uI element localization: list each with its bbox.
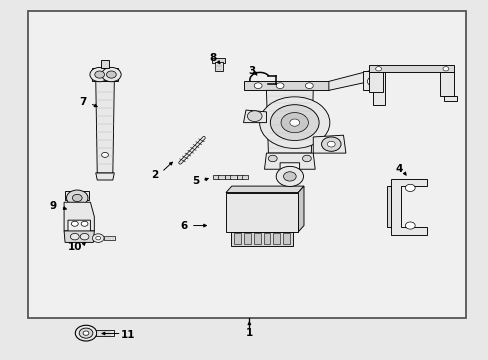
Text: 11: 11 bbox=[121, 330, 136, 340]
FancyBboxPatch shape bbox=[103, 236, 115, 240]
Circle shape bbox=[66, 190, 88, 206]
Circle shape bbox=[276, 166, 303, 186]
Circle shape bbox=[75, 325, 97, 341]
Polygon shape bbox=[243, 81, 328, 90]
FancyBboxPatch shape bbox=[241, 175, 248, 179]
FancyBboxPatch shape bbox=[234, 233, 241, 244]
Text: 3: 3 bbox=[248, 66, 255, 76]
Polygon shape bbox=[368, 65, 453, 72]
FancyBboxPatch shape bbox=[96, 330, 114, 336]
Circle shape bbox=[83, 331, 89, 335]
Polygon shape bbox=[298, 186, 304, 232]
Polygon shape bbox=[65, 192, 73, 201]
Circle shape bbox=[259, 97, 329, 148]
Circle shape bbox=[95, 71, 104, 78]
Circle shape bbox=[405, 184, 414, 192]
Text: 8: 8 bbox=[209, 53, 216, 63]
Circle shape bbox=[283, 172, 296, 181]
Circle shape bbox=[321, 137, 340, 151]
Circle shape bbox=[90, 67, 109, 82]
Text: 9: 9 bbox=[50, 201, 57, 211]
Polygon shape bbox=[64, 231, 94, 242]
FancyBboxPatch shape bbox=[224, 175, 230, 179]
Circle shape bbox=[81, 221, 88, 226]
Circle shape bbox=[71, 221, 78, 226]
FancyBboxPatch shape bbox=[212, 58, 224, 63]
Polygon shape bbox=[101, 60, 109, 68]
Text: 2: 2 bbox=[150, 170, 158, 180]
Circle shape bbox=[270, 105, 319, 140]
Circle shape bbox=[102, 67, 121, 82]
Circle shape bbox=[375, 67, 381, 71]
FancyBboxPatch shape bbox=[263, 233, 270, 244]
Text: 1: 1 bbox=[245, 328, 252, 338]
Circle shape bbox=[254, 83, 262, 89]
Circle shape bbox=[247, 111, 262, 122]
Text: 10: 10 bbox=[68, 242, 82, 252]
Polygon shape bbox=[96, 173, 114, 180]
FancyBboxPatch shape bbox=[213, 175, 219, 179]
FancyBboxPatch shape bbox=[273, 233, 280, 244]
Polygon shape bbox=[243, 110, 266, 123]
Circle shape bbox=[72, 194, 82, 202]
Polygon shape bbox=[444, 96, 456, 101]
Circle shape bbox=[327, 141, 334, 147]
Circle shape bbox=[289, 119, 299, 126]
Circle shape bbox=[276, 83, 284, 89]
Text: 5: 5 bbox=[192, 176, 199, 186]
Polygon shape bbox=[362, 71, 384, 105]
Circle shape bbox=[268, 155, 277, 162]
Polygon shape bbox=[82, 192, 89, 201]
Text: 7: 7 bbox=[79, 97, 86, 107]
FancyBboxPatch shape bbox=[218, 175, 224, 179]
Circle shape bbox=[102, 152, 108, 157]
Polygon shape bbox=[92, 68, 118, 81]
Circle shape bbox=[92, 234, 104, 242]
Polygon shape bbox=[225, 193, 298, 232]
Circle shape bbox=[305, 83, 313, 89]
FancyBboxPatch shape bbox=[283, 233, 289, 244]
FancyBboxPatch shape bbox=[236, 175, 242, 179]
Circle shape bbox=[80, 233, 89, 240]
Polygon shape bbox=[27, 12, 466, 318]
Polygon shape bbox=[313, 135, 345, 153]
Circle shape bbox=[366, 77, 379, 86]
Polygon shape bbox=[266, 90, 313, 153]
Circle shape bbox=[405, 222, 414, 229]
Polygon shape bbox=[368, 72, 383, 92]
Polygon shape bbox=[264, 153, 315, 169]
Circle shape bbox=[302, 155, 311, 162]
Polygon shape bbox=[225, 186, 304, 193]
FancyBboxPatch shape bbox=[244, 233, 250, 244]
Circle shape bbox=[106, 71, 116, 78]
Polygon shape bbox=[64, 202, 94, 231]
Polygon shape bbox=[386, 186, 390, 227]
FancyBboxPatch shape bbox=[253, 233, 260, 244]
Circle shape bbox=[96, 236, 101, 240]
FancyBboxPatch shape bbox=[229, 175, 236, 179]
Circle shape bbox=[281, 113, 308, 133]
Circle shape bbox=[442, 67, 448, 71]
Polygon shape bbox=[96, 81, 114, 173]
FancyBboxPatch shape bbox=[214, 62, 222, 71]
Polygon shape bbox=[328, 71, 369, 90]
Text: 4: 4 bbox=[395, 164, 403, 174]
Circle shape bbox=[79, 328, 93, 338]
Polygon shape bbox=[230, 232, 293, 246]
Polygon shape bbox=[390, 179, 427, 234]
Polygon shape bbox=[439, 72, 453, 96]
Circle shape bbox=[70, 233, 79, 240]
Text: 6: 6 bbox=[180, 221, 187, 230]
